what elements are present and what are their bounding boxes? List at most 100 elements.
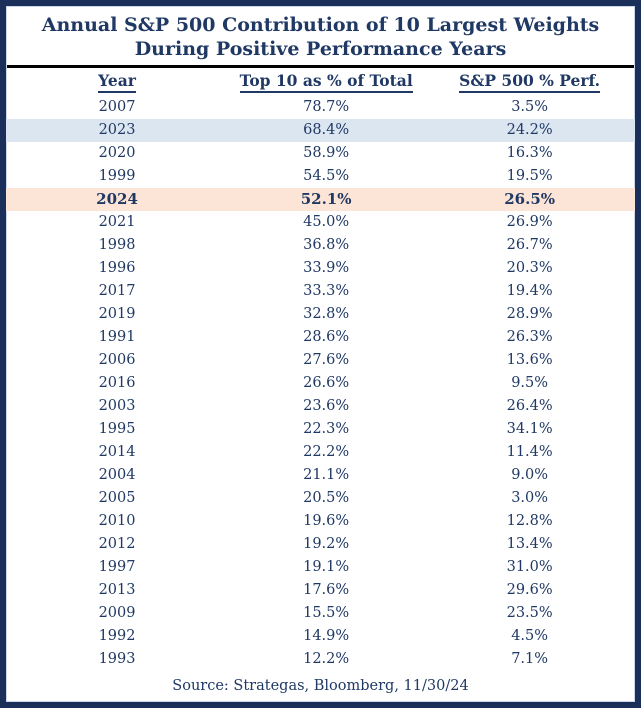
cell-top10-pct: 22.2%	[303, 444, 350, 460]
chart-title-line1: Annual S&P 500 Contribution of 10 Larges…	[41, 14, 600, 36]
cell-sp500-perf: 9.0%	[511, 467, 549, 483]
cell-top10-pct: 22.3%	[303, 421, 350, 437]
cell-top10-pct: 54.5%	[303, 168, 350, 184]
cell-sp500-perf: 26.4%	[506, 398, 553, 414]
cell-year: 2006	[98, 352, 136, 368]
cell-sp500-perf: 26.9%	[506, 214, 553, 230]
cell-top10-pct: 52.1%	[228, 188, 425, 211]
cell-top10-pct: 21.1%	[303, 467, 350, 483]
cell-year: 2017	[98, 283, 136, 299]
cell-year: 1999	[98, 168, 136, 184]
cell-sp500-perf: 20.3%	[506, 260, 553, 276]
header-row: Year Top 10 as % of Total S&P 500 % Perf…	[6, 68, 635, 96]
table-row: 2013 17.6% 29.6%	[6, 579, 635, 602]
cell-top10-pct: 15.5%	[303, 605, 350, 621]
cell-sp500-perf: 4.5%	[511, 628, 549, 644]
chart-title: Annual S&P 500 Contribution of 10 Larges…	[6, 6, 635, 65]
cell-year: 2014	[98, 444, 136, 460]
cell-top10-pct: 36.8%	[303, 237, 350, 253]
cell-year: 2013	[98, 582, 136, 598]
cell-year: 2005	[98, 490, 136, 506]
table-row: 2007 78.7% 3.5%	[6, 96, 635, 119]
cell-sp500-perf: 26.3%	[506, 329, 553, 345]
cell-year: 2010	[98, 513, 136, 529]
table-row: 2012 19.2% 13.4%	[6, 533, 635, 556]
table-row: 2014 22.2% 11.4%	[6, 441, 635, 464]
cell-year: 2024	[6, 188, 229, 211]
cell-year: 2003	[98, 398, 136, 414]
cell-top10-pct: 12.2%	[303, 651, 350, 667]
cell-top10-pct: 14.9%	[303, 628, 350, 644]
cell-year: 1995	[98, 421, 136, 437]
cell-year: 2012	[98, 536, 136, 552]
data-table: Year Top 10 as % of Total S&P 500 % Perf…	[6, 68, 635, 671]
cell-sp500-perf: 7.1%	[511, 651, 549, 667]
column-header-top10: Top 10 as % of Total	[228, 68, 424, 96]
cell-year: 1996	[98, 260, 136, 276]
table-body: 2007 78.7% 3.5% 2023 68.4% 24.2% 2020 58.9% 16.3…	[6, 96, 635, 671]
cell-sp500-perf: 23.5%	[506, 605, 553, 621]
table-row: 2010 19.6% 12.8%	[6, 510, 635, 533]
cell-top10-pct: 19.2%	[303, 536, 350, 552]
cell-year: 1997	[98, 559, 136, 575]
table-row: 2019 32.8% 28.9%	[6, 303, 635, 326]
cell-top10-pct: 23.6%	[303, 398, 350, 414]
cell-year: 1992	[98, 628, 136, 644]
table-row: 2006 27.6% 13.6%	[6, 349, 635, 372]
cell-top10-pct: 58.9%	[303, 145, 350, 161]
cell-top10-pct: 33.3%	[303, 283, 350, 299]
cell-top10-pct: 26.6%	[303, 375, 350, 391]
table-row: 1998 36.8% 26.7%	[6, 234, 635, 257]
cell-sp500-perf: 13.6%	[506, 352, 553, 368]
table-row: 2005 20.5% 3.0%	[6, 487, 635, 510]
table-row: 2021 45.0% 26.9%	[6, 211, 635, 234]
cell-top10-pct: 68.4%	[228, 119, 425, 142]
cell-sp500-perf: 19.4%	[506, 283, 553, 299]
cell-top10-pct: 78.7%	[303, 99, 350, 115]
cell-sp500-perf: 28.9%	[506, 306, 553, 322]
cell-top10-pct: 20.5%	[303, 490, 350, 506]
table-row: 2020 58.9% 16.3%	[6, 142, 635, 165]
cell-sp500-perf: 12.8%	[506, 513, 553, 529]
cell-year: 2023	[6, 119, 229, 142]
cell-top10-pct: 19.1%	[303, 559, 350, 575]
cell-sp500-perf: 24.2%	[424, 119, 635, 142]
table-row: 1997 19.1% 31.0%	[6, 556, 635, 579]
table-row: 2004 21.1% 9.0%	[6, 464, 635, 487]
cell-year: 2007	[98, 99, 136, 115]
cell-year: 2004	[98, 467, 136, 483]
table-row: 1991 28.6% 26.3%	[6, 326, 635, 349]
cell-sp500-perf: 3.5%	[511, 99, 549, 115]
title-divider	[7, 65, 634, 68]
table-header: Year Top 10 as % of Total S&P 500 % Perf…	[6, 68, 635, 96]
cell-top10-pct: 28.6%	[303, 329, 350, 345]
cell-sp500-perf: 26.5%	[424, 188, 635, 211]
cell-year: 1998	[98, 237, 136, 253]
cell-top10-pct: 45.0%	[303, 214, 350, 230]
chart-title-line2: During Positive Performance Years	[134, 38, 507, 60]
table-row: 1993 12.2% 7.1%	[6, 648, 635, 671]
cell-sp500-perf: 26.7%	[506, 237, 553, 253]
table-row: 2009 15.5% 23.5%	[6, 602, 635, 625]
column-header-perf: S&P 500 % Perf.	[424, 68, 635, 96]
cell-sp500-perf: 9.5%	[511, 375, 549, 391]
source-note: Source: Strategas, Bloomberg, 11/30/24	[172, 677, 469, 694]
table-row: 2003 23.6% 26.4%	[6, 395, 635, 418]
table-row: 2023 68.4% 24.2%	[6, 119, 635, 142]
cell-year: 2016	[98, 375, 136, 391]
table-row: 1995 22.3% 34.1%	[6, 418, 635, 441]
cell-sp500-perf: 16.3%	[506, 145, 553, 161]
table-row: 1992 14.9% 4.5%	[6, 625, 635, 648]
cell-year: 2009	[98, 605, 136, 621]
cell-top10-pct: 32.8%	[303, 306, 350, 322]
cell-year: 1991	[98, 329, 136, 345]
cell-top10-pct: 33.9%	[303, 260, 350, 276]
table-row: 1996 33.9% 20.3%	[6, 257, 635, 280]
column-header-year: Year	[6, 68, 228, 96]
cell-year: 2021	[98, 214, 136, 230]
table-row: 2016 26.6% 9.5%	[6, 372, 635, 395]
cell-sp500-perf: 34.1%	[506, 421, 553, 437]
cell-top10-pct: 27.6%	[303, 352, 350, 368]
cell-sp500-perf: 11.4%	[506, 444, 553, 460]
